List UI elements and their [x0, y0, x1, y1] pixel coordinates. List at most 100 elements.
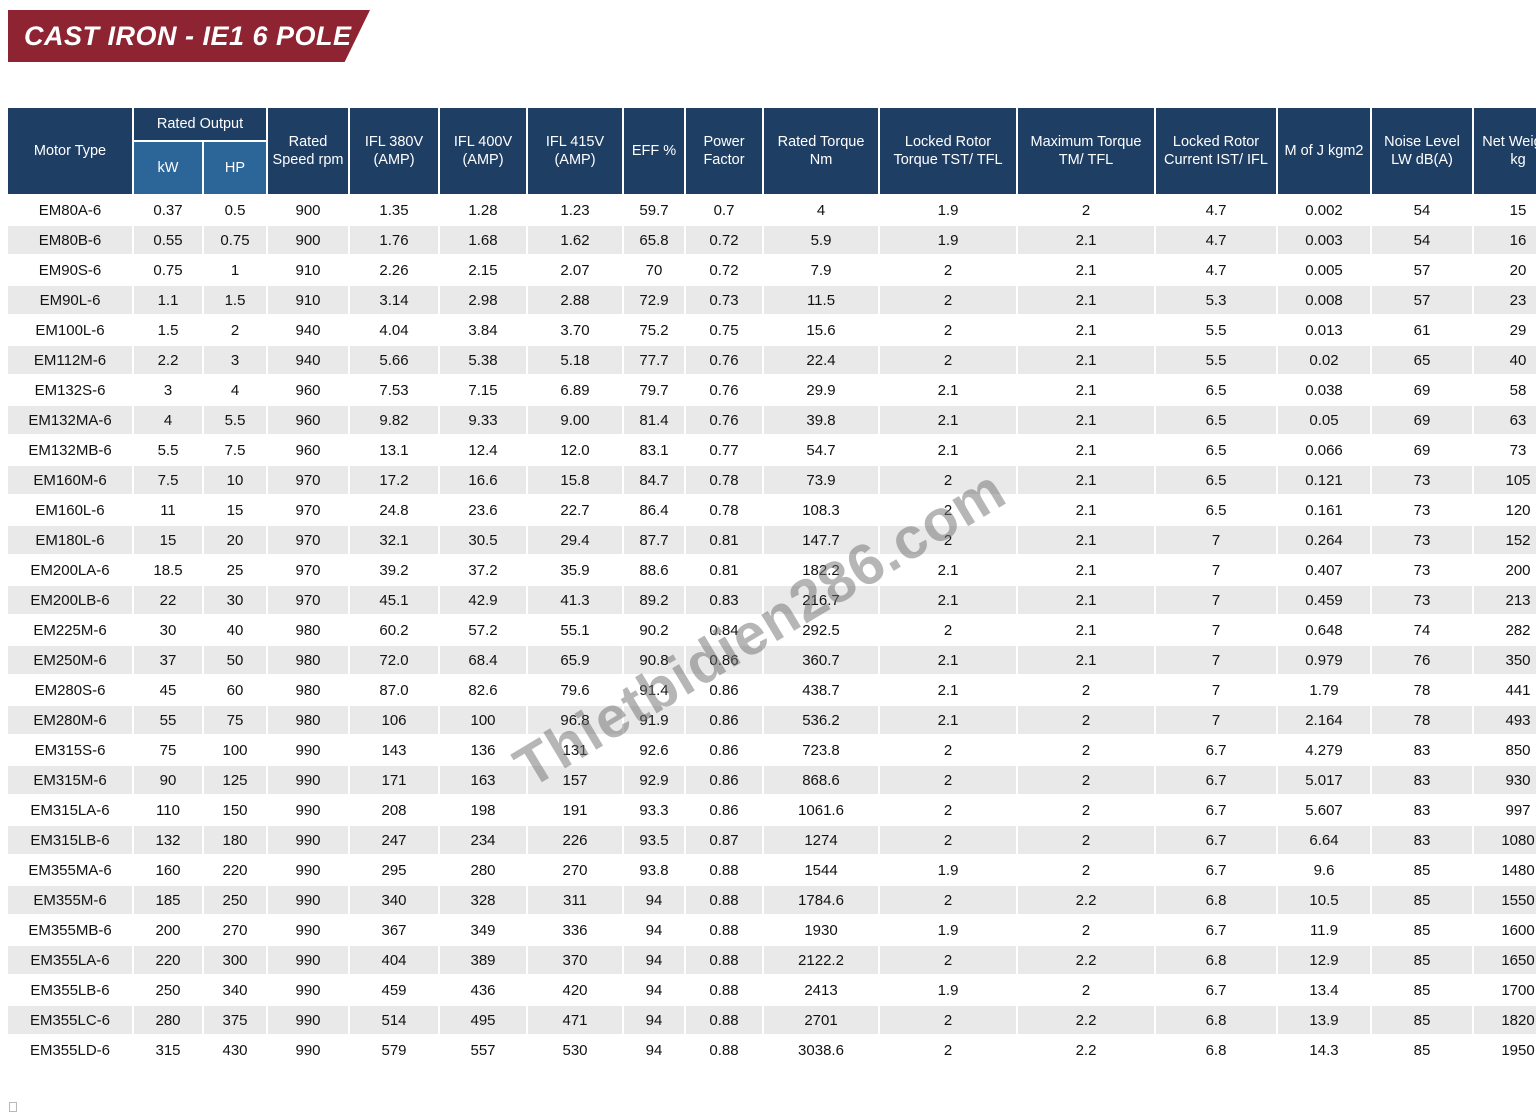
table-cell: 2.1 — [1018, 616, 1154, 644]
table-cell: 1820 — [1474, 1006, 1536, 1034]
table-row: EM132MB-6 5.5 7.5 960 13.1 12.4 12.0 83.1 0.77 54… — [8, 436, 1536, 464]
table-cell: EM280M-6 — [8, 706, 132, 734]
table-cell: 1 — [204, 256, 266, 284]
table-cell: 4.279 — [1278, 736, 1370, 764]
table-cell: 311 — [528, 886, 622, 914]
table-row: EM355M-6 185 250 990 340 328 311 94 0.88 1784.6 2 2… — [8, 886, 1536, 914]
table-cell: 22 — [134, 586, 202, 614]
table-cell: EM225M-6 — [8, 616, 132, 644]
table-cell: 9.6 — [1278, 856, 1370, 884]
table-cell: 2 — [880, 466, 1016, 494]
table-cell: 1.5 — [204, 286, 266, 314]
table-row: EM112M-6 2.2 3 940 5.66 5.38 5.18 77.7 0.76 22.4 2… — [8, 346, 1536, 374]
table-row: EM80B-6 0.55 0.75 900 1.76 1.68 1.62 65.8 0.72 5.… — [8, 226, 1536, 254]
table-cell: 960 — [268, 406, 348, 434]
table-cell: EM132MA-6 — [8, 406, 132, 434]
table-cell: 7 — [1156, 586, 1276, 614]
table-cell: 15 — [134, 526, 202, 554]
table-cell: 0.86 — [686, 706, 762, 734]
table-cell: 76 — [1372, 646, 1472, 674]
table-cell: 54.7 — [764, 436, 878, 464]
table-row: EM100L-6 1.5 2 940 4.04 3.84 3.70 75.2 0.75 15.6 2… — [8, 316, 1536, 344]
table-cell: 990 — [268, 976, 348, 1004]
table-cell: 2 — [880, 346, 1016, 374]
table-cell: 2.1 — [1018, 586, 1154, 614]
table-cell: 2 — [1018, 676, 1154, 704]
table-cell: 4.04 — [350, 316, 438, 344]
table-cell: EM315S-6 — [8, 736, 132, 764]
table-cell: 997 — [1474, 796, 1536, 824]
table-cell: 105 — [1474, 466, 1536, 494]
table-cell: 2.1 — [1018, 556, 1154, 584]
table-cell: 6.8 — [1156, 886, 1276, 914]
table-cell: 493 — [1474, 706, 1536, 734]
table-cell: 2 — [1018, 856, 1154, 884]
table-cell: 295 — [350, 856, 438, 884]
table-cell: 87.7 — [624, 526, 684, 554]
table-cell: 530 — [528, 1036, 622, 1064]
table-row: EM355LA-6 220 300 990 404 389 370 94 0.88 2122.2 2… — [8, 946, 1536, 974]
table-cell: 73 — [1372, 586, 1472, 614]
table-cell: 13.4 — [1278, 976, 1370, 1004]
col-header-net-weight: Net Weight kg — [1474, 108, 1536, 194]
table-cell: 2.1 — [1018, 526, 1154, 554]
table-cell: 11 — [134, 496, 202, 524]
table-cell: 0.76 — [686, 376, 762, 404]
table-cell: 2.1 — [1018, 256, 1154, 284]
table-cell: 340 — [350, 886, 438, 914]
table-cell: 6.5 — [1156, 376, 1276, 404]
table-cell: 23.6 — [440, 496, 526, 524]
table-cell: 990 — [268, 796, 348, 824]
table-cell: 132 — [134, 826, 202, 854]
table-cell: 5.5 — [134, 436, 202, 464]
table-cell: EM132S-6 — [8, 376, 132, 404]
table-cell: 83 — [1372, 766, 1472, 794]
table-cell: 63 — [1474, 406, 1536, 434]
table-cell: 7.5 — [134, 466, 202, 494]
table-cell: 0.73 — [686, 286, 762, 314]
table-cell: 536.2 — [764, 706, 878, 734]
table-cell: 1480 — [1474, 856, 1536, 884]
table-cell: 3 — [204, 346, 266, 374]
table-cell: 4.7 — [1156, 196, 1276, 224]
table-cell: 60.2 — [350, 616, 438, 644]
table-cell: 12.0 — [528, 436, 622, 464]
table-cell: 30 — [204, 586, 266, 614]
table-cell: 1950 — [1474, 1036, 1536, 1064]
table-cell: 0.121 — [1278, 466, 1370, 494]
table-cell: 0.02 — [1278, 346, 1370, 374]
table-cell: 79.6 — [528, 676, 622, 704]
table-cell: 15 — [1474, 196, 1536, 224]
table-cell: 40 — [1474, 346, 1536, 374]
table-cell: 94 — [624, 916, 684, 944]
table-cell: EM355LA-6 — [8, 946, 132, 974]
table-cell: 69 — [1372, 406, 1472, 434]
table-cell: 2.2 — [1018, 886, 1154, 914]
table-cell: 6.7 — [1156, 916, 1276, 944]
table-cell: 1274 — [764, 826, 878, 854]
table-cell: 6.7 — [1156, 766, 1276, 794]
table-cell: 495 — [440, 1006, 526, 1034]
table-cell: 5.66 — [350, 346, 438, 374]
table-cell: 3.84 — [440, 316, 526, 344]
table-cell: 2 — [1018, 796, 1154, 824]
table-cell: 1.9 — [880, 856, 1016, 884]
table-cell: 59.7 — [624, 196, 684, 224]
table-cell: 850 — [1474, 736, 1536, 764]
table-row: EM315M-6 90 125 990 171 163 157 92.9 0.86 868.6 2 2… — [8, 766, 1536, 794]
table-cell: 4 — [134, 406, 202, 434]
table-cell: 81.4 — [624, 406, 684, 434]
table-cell: 83 — [1372, 826, 1472, 854]
table-cell: 990 — [268, 826, 348, 854]
table-cell: 980 — [268, 676, 348, 704]
table-cell: 20 — [204, 526, 266, 554]
table-cell: 0.979 — [1278, 646, 1370, 674]
table-cell: 270 — [204, 916, 266, 944]
table-cell: 0.83 — [686, 586, 762, 614]
table-cell: 94 — [624, 1036, 684, 1064]
table-cell: 73 — [1474, 436, 1536, 464]
table-cell: 1550 — [1474, 886, 1536, 914]
table-cell: 270 — [528, 856, 622, 884]
table-cell: 23 — [1474, 286, 1536, 314]
table-cell: 85 — [1372, 976, 1472, 1004]
